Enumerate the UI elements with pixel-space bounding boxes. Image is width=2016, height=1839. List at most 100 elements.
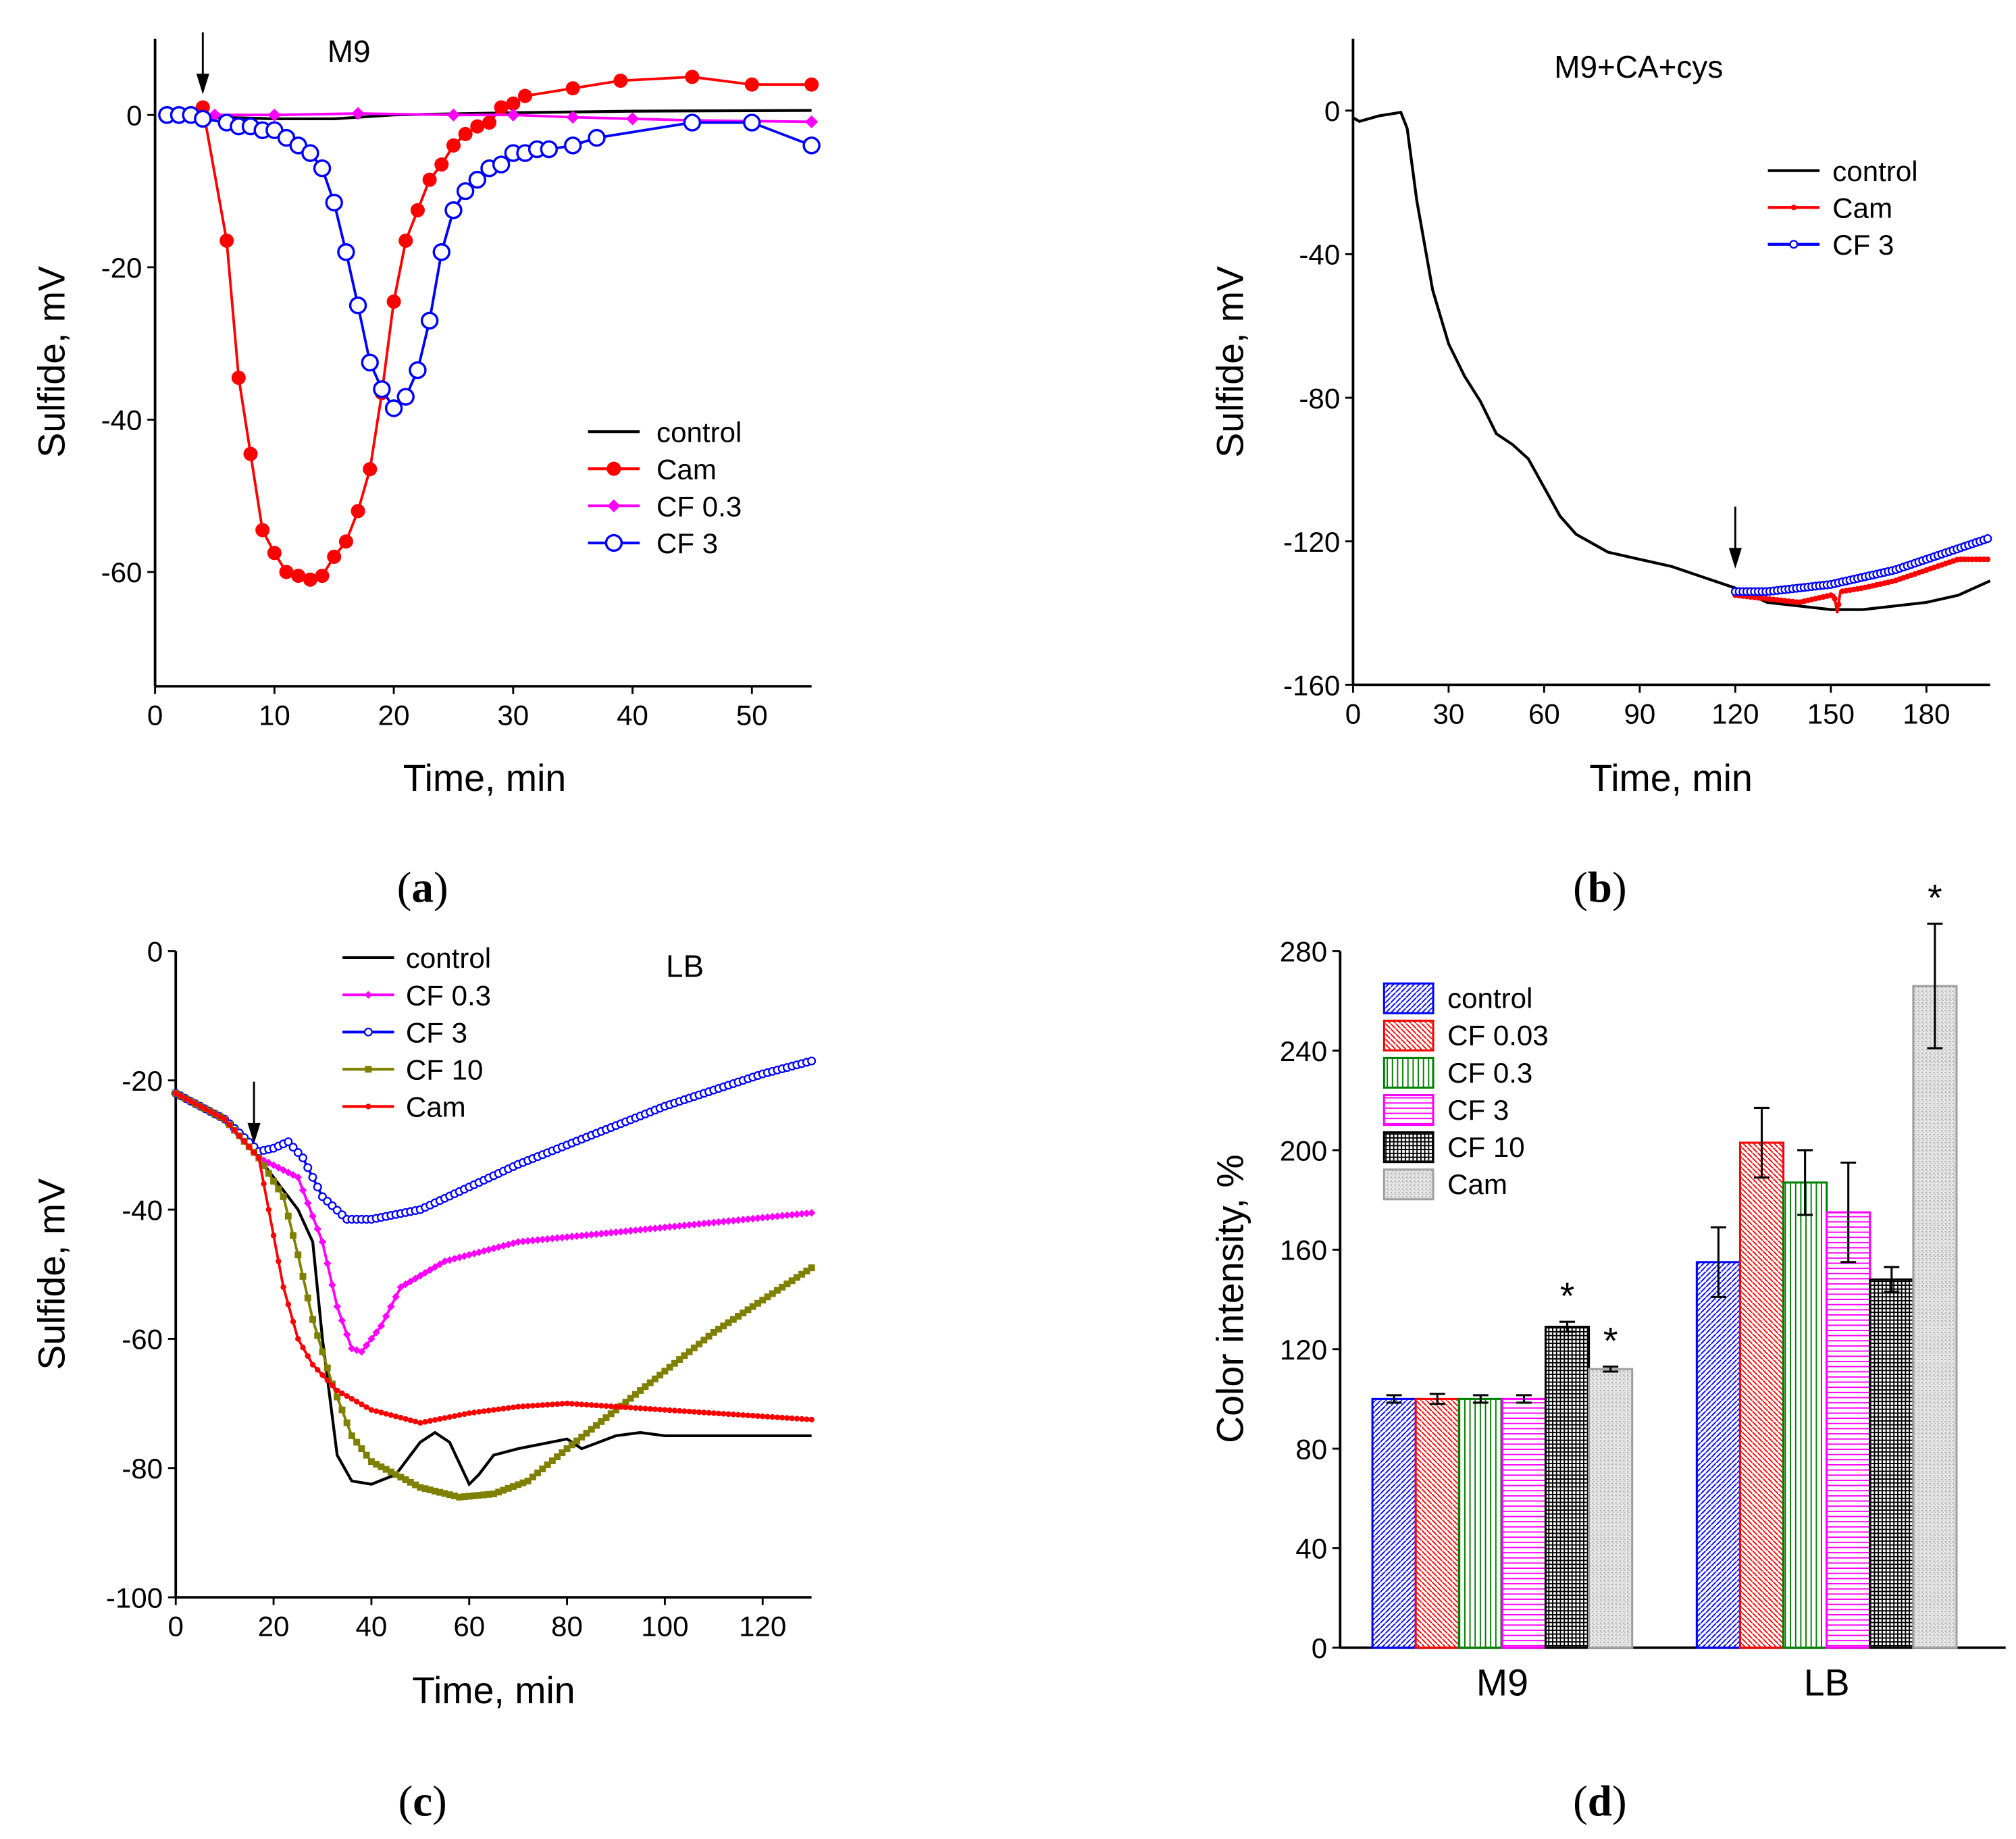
- data-point: [554, 1401, 561, 1407]
- data-point: [646, 1379, 654, 1387]
- data-point: [398, 1414, 404, 1421]
- data-point: [745, 1412, 751, 1419]
- data-point: [337, 243, 355, 261]
- data-point: [565, 81, 580, 96]
- data-point: [407, 1478, 414, 1486]
- data-point: [407, 1417, 414, 1424]
- data-point: [373, 1408, 380, 1414]
- data-point: [608, 1403, 614, 1409]
- data-point: [451, 1413, 458, 1419]
- y-tick-label: 0: [147, 936, 163, 968]
- data-point: [520, 1403, 526, 1409]
- data-point: [706, 1409, 712, 1416]
- legend-label: Cam: [1447, 1168, 1507, 1200]
- data-point: [529, 1403, 536, 1409]
- data-point: [363, 1451, 370, 1459]
- legend-label: control: [1447, 983, 1532, 1014]
- data-point: [492, 155, 511, 174]
- data-point: [548, 1457, 556, 1464]
- data-point: [681, 1352, 688, 1359]
- data-point: [676, 1407, 683, 1414]
- data-point: [584, 1401, 590, 1408]
- data-point: [231, 370, 246, 385]
- data-point: [784, 1415, 790, 1421]
- data-point: [540, 140, 559, 159]
- data-point: [662, 1407, 668, 1413]
- data-point: [500, 1405, 507, 1411]
- data-point: [402, 1476, 409, 1483]
- legend-label: CF 10: [406, 1054, 484, 1086]
- data-point: [315, 569, 330, 584]
- data-point: [432, 1417, 438, 1423]
- data-point: [284, 1137, 293, 1147]
- data-point: [787, 1210, 796, 1219]
- data-point: [773, 1287, 781, 1294]
- y-axis-label: Sulfide, mV: [1210, 266, 1251, 458]
- data-point: [627, 1405, 634, 1411]
- data-point: [779, 1414, 785, 1421]
- legend-label: CF 10: [1447, 1131, 1525, 1163]
- y-tick-label: 0: [1324, 95, 1340, 127]
- data-point: [749, 1303, 756, 1310]
- legend-label: CF 0.3: [656, 490, 742, 522]
- data-point: [267, 546, 282, 561]
- data-point: [588, 1426, 595, 1433]
- x-tick-label: 10: [259, 700, 290, 731]
- data-point: [515, 1481, 522, 1488]
- data-point: [246, 1143, 253, 1150]
- bar: [1544, 1326, 1591, 1649]
- data-point: [426, 1486, 434, 1494]
- data-point: [265, 1170, 272, 1177]
- data-point: [661, 1223, 669, 1232]
- data-point: [363, 1404, 369, 1410]
- chart-title: LB: [666, 949, 704, 984]
- data-point: [715, 1410, 722, 1417]
- data-point: [789, 1415, 795, 1422]
- legend-item: Cam: [588, 453, 717, 485]
- data-point: [725, 1411, 731, 1418]
- data-point: [740, 1310, 747, 1317]
- data-point: [303, 1163, 313, 1172]
- chart-title: M9: [328, 34, 371, 69]
- y-tick-label: -60: [101, 556, 143, 588]
- data-point: [343, 1419, 351, 1426]
- data-point: [358, 1445, 365, 1453]
- data-point: [387, 1468, 394, 1476]
- data-point: [444, 201, 463, 219]
- data-point: [338, 534, 353, 549]
- bar: [1501, 1397, 1547, 1649]
- data-point: [187, 1098, 194, 1104]
- data-point: [280, 1193, 287, 1200]
- y-tick-label: 40: [1295, 1533, 1327, 1565]
- data-point: [446, 108, 461, 122]
- data-point: [744, 1215, 752, 1223]
- legend-item: control: [1382, 983, 1532, 1014]
- data-point: [276, 1258, 282, 1264]
- data-point: [540, 1402, 546, 1408]
- data-point: [647, 1406, 653, 1412]
- legend-item: CF 0.03: [1382, 1020, 1549, 1052]
- data-point: [598, 1403, 604, 1409]
- bar: [1912, 985, 1958, 1649]
- data-point: [339, 1390, 345, 1397]
- data-point: [778, 1212, 786, 1220]
- legend-marker: [363, 1027, 373, 1037]
- data-point: [313, 159, 332, 178]
- data-point: [367, 1458, 375, 1466]
- data-point: [691, 1409, 698, 1415]
- legend-label: Cam: [656, 453, 717, 485]
- data-point: [291, 569, 306, 584]
- data-point: [651, 1375, 658, 1382]
- bar: [1738, 1141, 1785, 1649]
- data-point: [623, 1404, 629, 1411]
- data-point: [437, 1416, 443, 1422]
- data-point: [446, 138, 461, 153]
- data-point: [482, 115, 496, 130]
- data-point: [432, 243, 450, 261]
- data-point: [313, 1183, 322, 1192]
- data-point: [202, 1106, 208, 1112]
- arrow-icon: [196, 74, 209, 95]
- x-tick-label: 150: [1807, 698, 1855, 730]
- x-category-label: LB: [1804, 1662, 1850, 1704]
- y-tick-label: -80: [122, 1453, 163, 1484]
